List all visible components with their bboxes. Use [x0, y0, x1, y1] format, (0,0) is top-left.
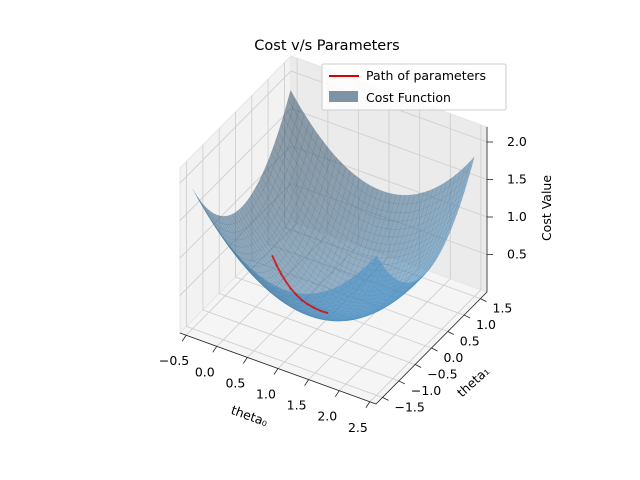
- grid-y: [235, 112, 432, 349]
- path-point: [319, 310, 322, 312]
- surface-cell: [447, 219, 455, 232]
- y-tick-mark: [431, 347, 438, 352]
- grid-z: [179, 70, 488, 184]
- surface-cell: [403, 282, 412, 288]
- x-tick-mark: [243, 357, 248, 364]
- path-point: [313, 307, 316, 309]
- surface-cell: [405, 281, 414, 288]
- y-tick-mark: [398, 380, 406, 385]
- x-tick-label: 0.0: [195, 364, 215, 379]
- surface-cell: [374, 259, 382, 269]
- legend-surface-label: Cost Function: [366, 90, 451, 105]
- y-tick-label: −0.5: [427, 367, 457, 382]
- path-point: [295, 293, 298, 296]
- surface-cell: [413, 277, 421, 285]
- chart-title: Cost v/s Parameters: [254, 38, 399, 54]
- path-point: [271, 254, 274, 257]
- surface-cell: [386, 275, 394, 283]
- parameter-path: [271, 254, 329, 314]
- y-tick-label: 1.5: [493, 301, 513, 316]
- y-tick-label: −1.0: [411, 383, 441, 398]
- surface-cell: [381, 269, 389, 279]
- y-axis-label: theta₁: [454, 363, 492, 400]
- y-tick-mark: [414, 364, 422, 368]
- y-tick-mark: [382, 397, 389, 401]
- grid-y: [186, 161, 383, 398]
- y-tick-mark: [480, 298, 487, 302]
- surface-cell: [418, 273, 426, 282]
- surface-cell: [423, 268, 431, 277]
- path-point: [290, 287, 292, 290]
- x-tick-mark: [334, 390, 340, 397]
- x-tick-mark: [273, 368, 279, 375]
- z-tick-label: 1.0: [507, 209, 527, 224]
- x-tick-mark: [304, 379, 309, 386]
- y-tick-mark: [463, 314, 471, 319]
- y-tick-label: 0.0: [444, 350, 464, 365]
- cost-surface: [192, 89, 475, 322]
- grid-x: [369, 124, 482, 403]
- x-tick-mark: [212, 346, 218, 353]
- y-tick-label: −1.5: [395, 399, 425, 414]
- z-tick-label: 0.5: [507, 247, 527, 262]
- surface-cell: [391, 278, 399, 286]
- x-tick-mark: [181, 334, 187, 342]
- legend-box: [321, 63, 507, 111]
- x-tick-label: 2.0: [317, 409, 337, 424]
- path-point: [285, 280, 287, 283]
- grid-y: [202, 144, 400, 382]
- surface-cell: [396, 281, 404, 288]
- legend-surface-swatch: [329, 91, 358, 102]
- x-axis-label: theta₀: [229, 402, 270, 429]
- path-point: [300, 299, 303, 301]
- y-tick-label: 1.0: [476, 317, 496, 332]
- x-tick-label: −0.5: [159, 353, 189, 368]
- path-point: [275, 264, 278, 267]
- x-tick-label: 0.5: [225, 375, 245, 390]
- surface-cell: [371, 255, 380, 265]
- x-tick-label: 1.0: [256, 387, 276, 402]
- surface-cell: [408, 280, 416, 287]
- z-axis-label: Cost Value: [539, 175, 554, 241]
- legend: Path of parameters Cost Function: [321, 63, 507, 111]
- grid-x: [338, 113, 451, 392]
- x-tick-label: 1.5: [287, 398, 307, 413]
- path-point: [280, 273, 283, 275]
- z-tick-label: 1.5: [507, 172, 527, 187]
- surface-cell: [393, 280, 402, 287]
- grid-y: [218, 128, 416, 365]
- tick-labels: −0.50.00.51.01.52.02.5−1.5−1.0−0.50.00.5…: [159, 134, 527, 435]
- x-tick-mark: [365, 401, 371, 409]
- y-tick-label: 0.5: [460, 334, 480, 349]
- y-tick-mark: [447, 331, 455, 335]
- surface-cell: [415, 275, 424, 284]
- surface-cell: [410, 279, 419, 287]
- path-point: [326, 312, 329, 314]
- path-point: [307, 303, 309, 306]
- x-tick-label: 2.5: [348, 420, 368, 435]
- z-tick-label: 2.0: [507, 134, 527, 149]
- legend-path-label: Path of parameters: [366, 68, 486, 83]
